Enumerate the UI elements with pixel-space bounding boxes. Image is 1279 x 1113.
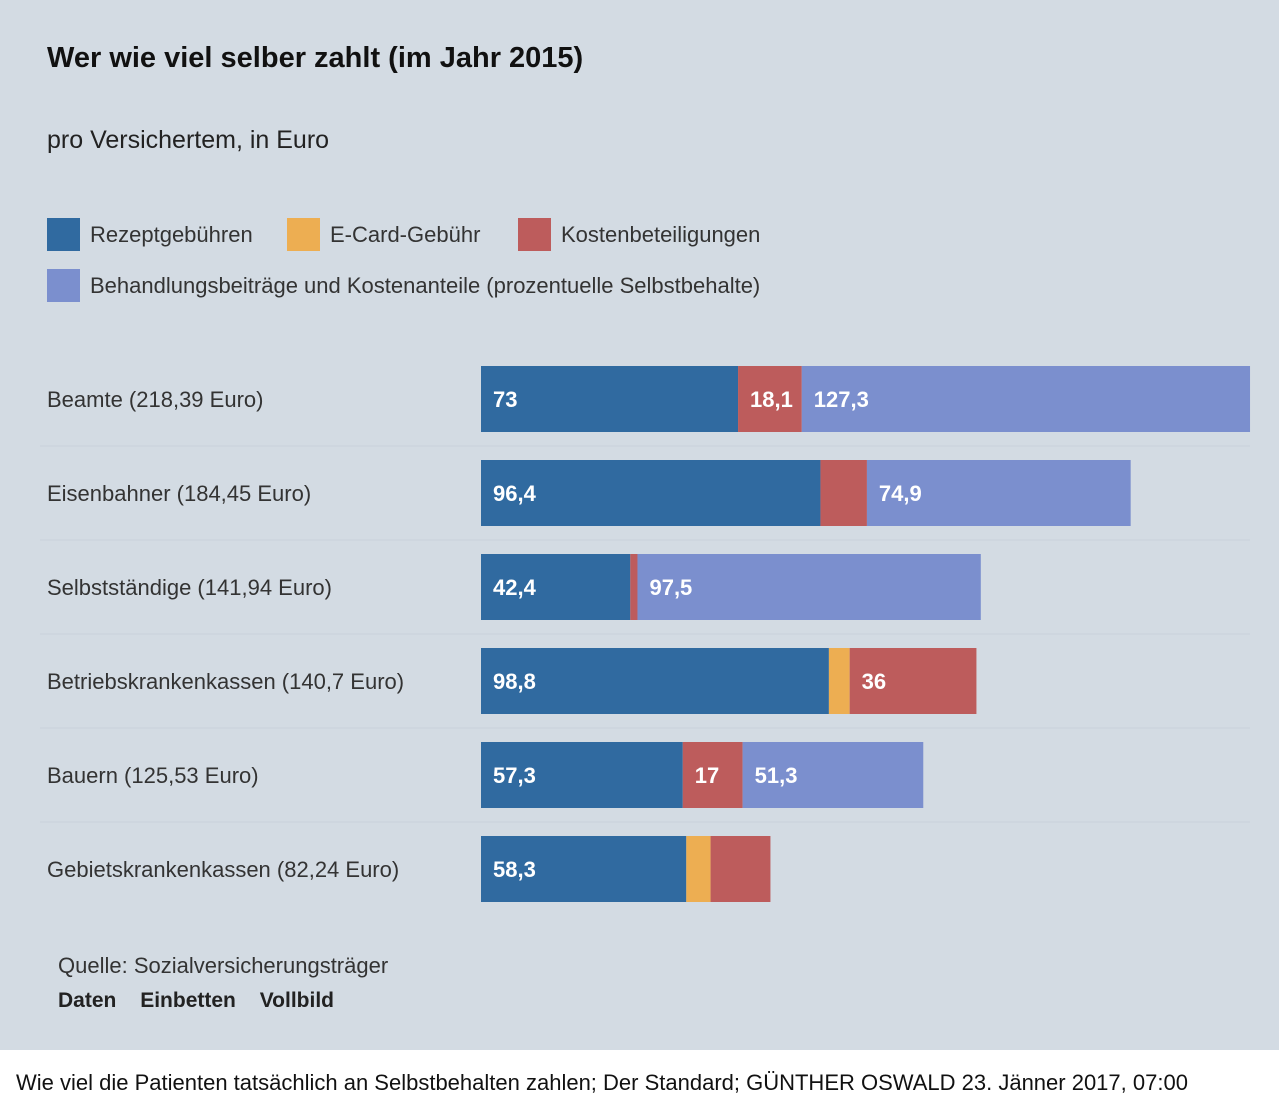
data-label: 18,1 <box>750 387 793 412</box>
data-label: 57,3 <box>493 763 536 788</box>
bar-segment <box>682 742 743 808</box>
bar-segment <box>866 460 1131 526</box>
data-label: 127,3 <box>814 387 869 412</box>
bar-segment <box>481 742 683 808</box>
data-label: 51,3 <box>755 763 798 788</box>
bar-segment <box>686 836 711 902</box>
category-label: Gebietskrankenkassen (82,24 Euro) <box>47 857 399 882</box>
bar-segment <box>481 648 829 714</box>
bar-segment <box>738 366 802 432</box>
bar-segment <box>637 554 981 620</box>
vollbild-link[interactable]: Vollbild <box>259 989 334 1012</box>
bar-segment <box>801 366 1251 432</box>
legend-item-rezeptgebuehren: Rezeptgebühren <box>47 218 253 251</box>
legend-swatch <box>47 269 80 302</box>
data-label: 42,4 <box>493 575 537 600</box>
category-label: Eisenbahner (184,45 Euro) <box>47 481 311 506</box>
daten-link[interactable]: Daten <box>58 989 117 1012</box>
data-label: 98,8 <box>493 669 536 694</box>
bar-segment <box>742 742 924 808</box>
legend-swatch <box>47 218 80 251</box>
category-label: Betriebskrankenkassen (140,7 Euro) <box>47 669 404 694</box>
data-label: 58,3 <box>493 857 536 882</box>
bar-segment <box>630 554 638 620</box>
chart-subtitle: pro Versichertem, in Euro <box>47 126 330 154</box>
bar-segment <box>481 554 631 620</box>
legend-label: Behandlungsbeiträge und Kostenanteile (p… <box>90 272 761 298</box>
bar-chart: Beamte (218,39 Euro) 73 18,1 127,3 Eisenbahn… <box>40 366 1251 902</box>
bar-segment <box>481 836 687 902</box>
bar-segment <box>481 460 821 526</box>
legend-item-kostenbeteiligungen: Kostenbeteiligungen <box>518 218 760 251</box>
legend-label: Kostenbeteiligungen <box>561 221 761 247</box>
bar-segment <box>481 366 739 432</box>
image-caption: Wie viel die Patienten tatsächlich an Se… <box>16 1070 1188 1095</box>
footer-links: Daten Einbetten Vollbild <box>58 989 352 1013</box>
bar-segment <box>828 648 850 714</box>
category-label: Beamte (218,39 Euro) <box>47 387 263 412</box>
legend-label: Rezeptgebühren <box>90 221 253 247</box>
legend-item-behandlungsbeitraege: Behandlungsbeiträge und Kostenanteile (p… <box>47 269 760 302</box>
chart-title: Wer wie viel selber zahlt (im Jahr 2015) <box>47 42 584 74</box>
category-label: Selbstständige (141,94 Euro) <box>47 575 332 600</box>
legend-label: E-Card-Gebühr <box>330 221 481 247</box>
bar-segment <box>849 648 977 714</box>
data-label: 74,9 <box>879 481 922 506</box>
bar-segment <box>710 836 771 902</box>
einbetten-link[interactable]: Einbetten <box>140 989 236 1012</box>
legend-swatch <box>518 218 551 251</box>
legend-item-ecard-gebuehr: E-Card-Gebühr <box>287 218 480 251</box>
data-label: 17 <box>695 763 719 788</box>
data-label: 97,5 <box>649 575 692 600</box>
chart-panel: Wer wie viel selber zahlt (im Jahr 2015)… <box>0 0 1279 1050</box>
legend-swatch <box>287 218 320 251</box>
data-label: 96,4 <box>493 481 537 506</box>
bar-segment <box>820 460 867 526</box>
data-label: 36 <box>862 669 886 694</box>
source-note: Quelle: Sozialversicherungsträger <box>58 953 389 978</box>
data-label: 73 <box>493 387 517 412</box>
category-label: Bauern (125,53 Euro) <box>47 763 259 788</box>
